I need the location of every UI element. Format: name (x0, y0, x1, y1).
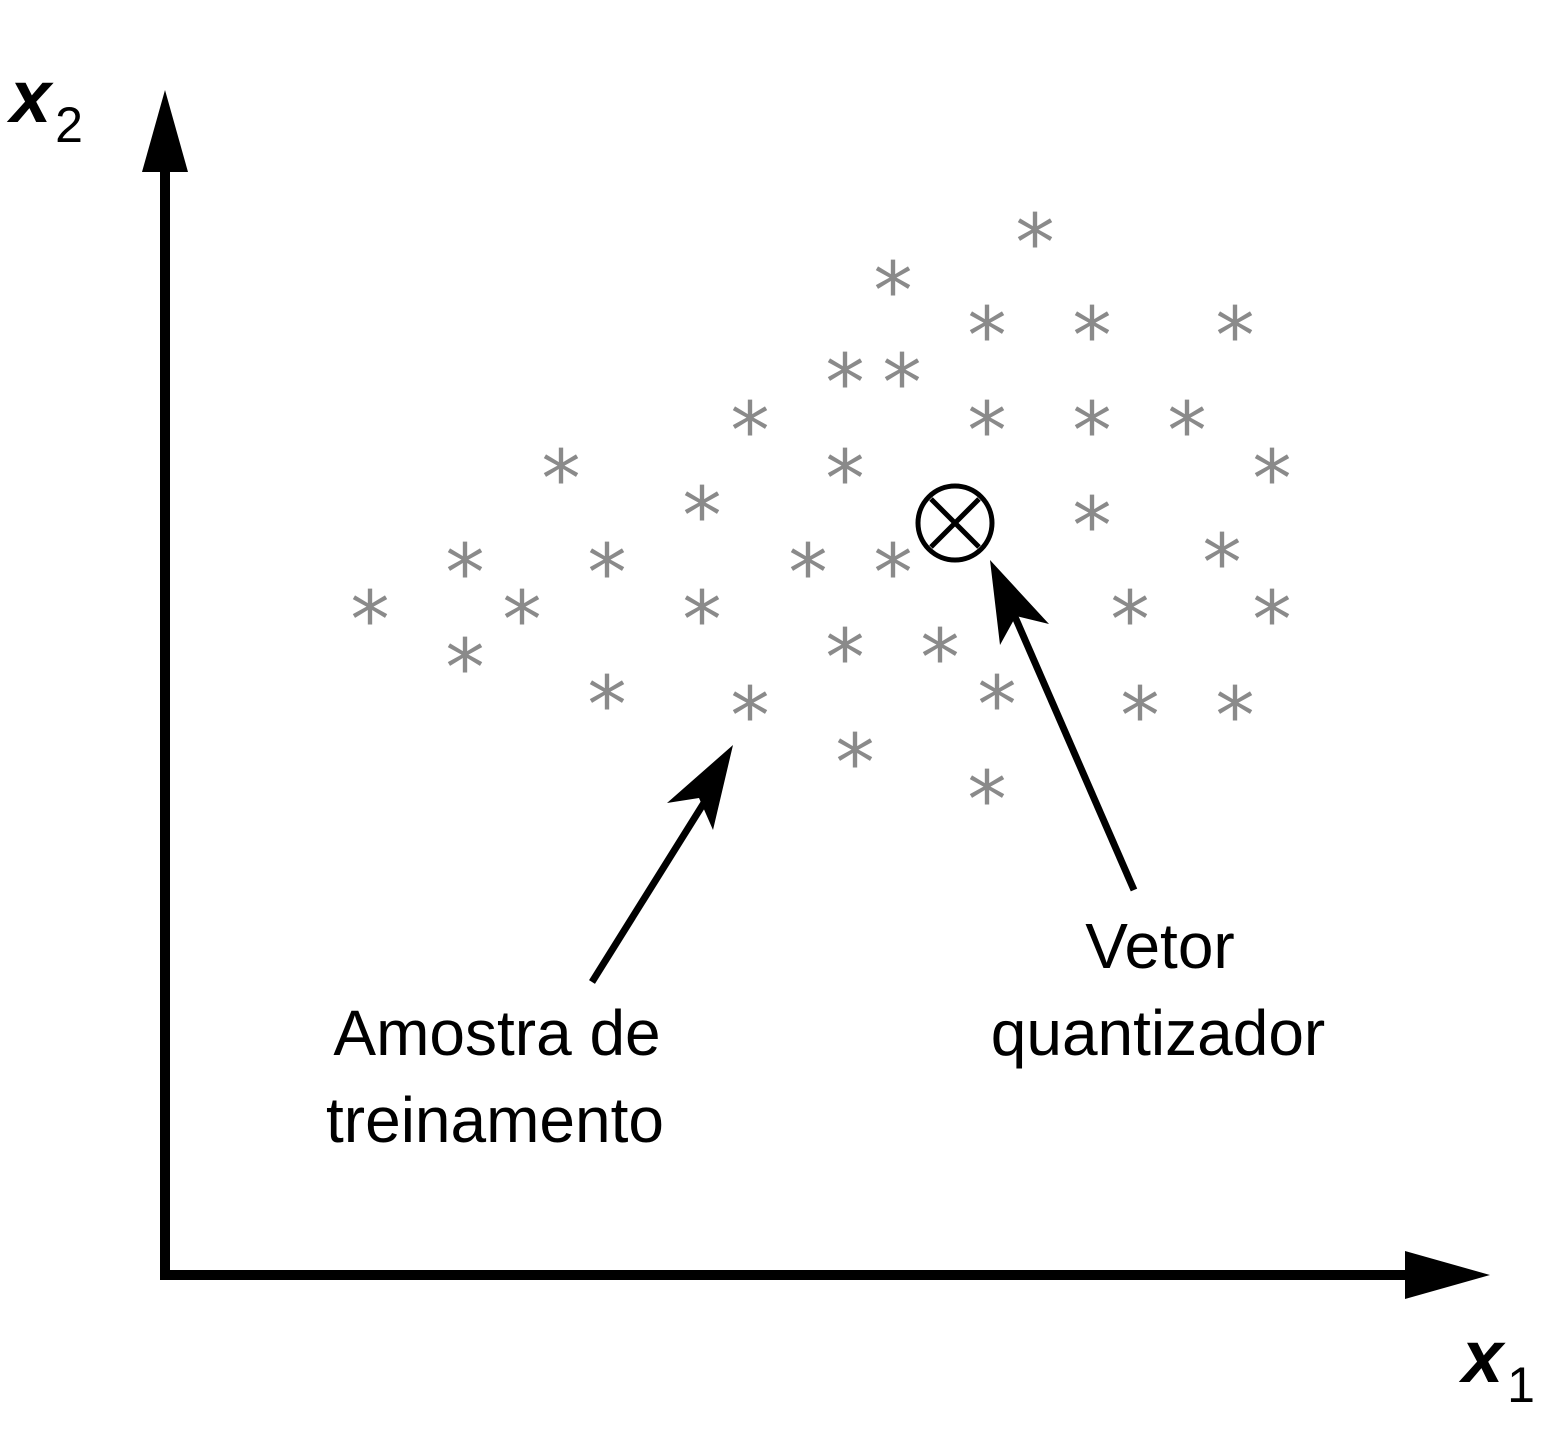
training-sample: * (1168, 387, 1207, 477)
sample-pointer-arrow (589, 745, 733, 984)
training-sample: * (826, 435, 865, 525)
training-sample: * (503, 576, 542, 666)
vector-pointer-shaft (1008, 608, 1138, 892)
training-sample: * (826, 339, 865, 429)
training-sample: * (1111, 576, 1150, 666)
training-sample: * (1073, 387, 1112, 477)
sample-pointer-head (667, 745, 733, 830)
training-sample: * (968, 292, 1007, 382)
training-sample: * (1203, 519, 1242, 609)
vector-label-line2: quantizador (991, 997, 1325, 1069)
training-sample: * (446, 529, 485, 619)
training-sample: * (836, 719, 875, 809)
training-sample: * (883, 339, 922, 429)
y-axis-label: x2 (6, 55, 83, 153)
training-sample: * (1216, 292, 1255, 382)
x-axis-label: x1 (1458, 1315, 1535, 1413)
sample-label-line1: Amostra de (333, 997, 660, 1069)
training-sample: * (683, 472, 722, 562)
training-sample: * (542, 435, 581, 525)
training-sample: * (588, 529, 627, 619)
code-vector-cross-b (929, 497, 981, 549)
training-sample: * (874, 529, 913, 619)
training-sample: * (1073, 292, 1112, 382)
training-sample: * (683, 576, 722, 666)
sample-pointer-shaft (589, 788, 715, 984)
code-vector-circle (915, 483, 995, 563)
y-axis-arrowhead (142, 90, 188, 172)
training-samples: ** * * ** ** * * ** * ** ** * * * ** * * * ** ** * ** * ** * (351, 199, 1292, 846)
vector-pointer-head (990, 560, 1049, 645)
training-sample: * (921, 614, 960, 704)
vector-pointer-arrow (990, 560, 1138, 892)
sample-label-line2: treinamento (326, 1084, 664, 1156)
training-sample: * (978, 661, 1017, 751)
training-sample: * (826, 614, 865, 704)
vector-label-line1: Vetor (1085, 910, 1234, 982)
training-sample: * (1253, 435, 1292, 525)
training-sample: * (874, 247, 913, 337)
training-sample: * (789, 529, 828, 619)
training-sample: * (731, 387, 770, 477)
training-sample: * (446, 624, 485, 714)
training-sample: * (1121, 672, 1160, 762)
training-sample: * (351, 576, 390, 666)
training-sample: * (1016, 199, 1055, 289)
x-axis-arrowhead (1405, 1251, 1490, 1299)
training-sample: * (731, 672, 770, 762)
training-sample: * (1073, 482, 1112, 572)
training-sample: * (588, 661, 627, 751)
training-sample: * (968, 387, 1007, 477)
axes (142, 90, 1490, 1299)
training-sample: * (968, 756, 1007, 846)
code-vector (915, 483, 995, 563)
training-sample: * (1216, 672, 1255, 762)
training-sample: * (1253, 576, 1292, 666)
